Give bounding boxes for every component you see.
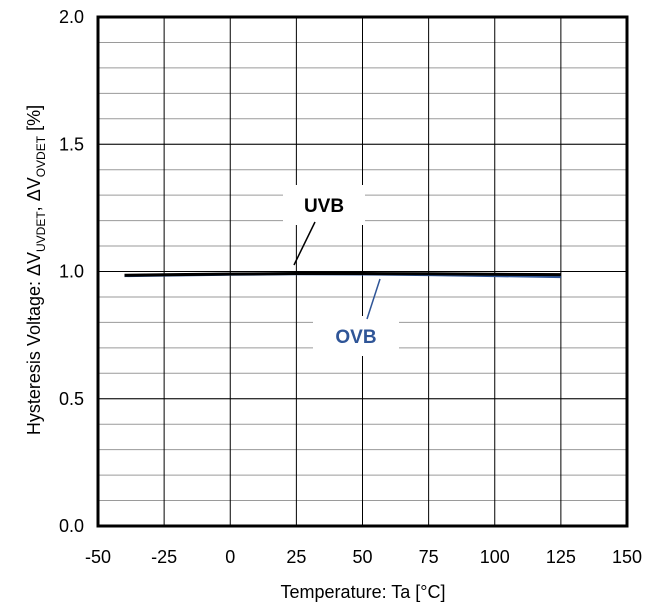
x-tick-label: 150 bbox=[612, 547, 642, 567]
y-axis-title-prefix: Hysteresis Voltage: ΔV bbox=[24, 252, 44, 435]
y-tick-label: 0.5 bbox=[59, 389, 84, 409]
y-tick-labels: 0.0 0.5 1.0 1.5 2.0 bbox=[59, 7, 84, 536]
x-tick-label: 100 bbox=[480, 547, 510, 567]
y-axis-title: Hysteresis Voltage: ΔVUVDET, ΔVOVDET [%] bbox=[24, 105, 48, 435]
series-line-uvb bbox=[124, 272, 561, 277]
x-tick-label: 0 bbox=[225, 547, 235, 567]
x-tick-label: -25 bbox=[151, 547, 177, 567]
x-axis-title: Temperature: Ta [°C] bbox=[281, 582, 446, 602]
annotation-uvb-label: UVB bbox=[304, 196, 344, 217]
annotation-ovb-box bbox=[313, 316, 399, 356]
y-axis-title-sub2: OVDET bbox=[34, 135, 48, 177]
x-tick-label: 25 bbox=[286, 547, 306, 567]
x-tick-label: -50 bbox=[85, 547, 111, 567]
y-axis-title-suffix: [%] bbox=[24, 105, 44, 136]
y-axis-title-mid: , ΔV bbox=[24, 177, 44, 211]
annotations: UVB OVB bbox=[283, 185, 399, 356]
x-tick-label: 75 bbox=[419, 547, 439, 567]
annotation-uvb-leader bbox=[293, 221, 316, 266]
y-tick-label: 1.5 bbox=[59, 134, 84, 154]
x-tick-label: 125 bbox=[546, 547, 576, 567]
plot-frame bbox=[96, 15, 629, 528]
x-tick-labels: -50 -25 0 25 50 75 100 125 150 bbox=[85, 547, 642, 567]
annotation-ovb-leader bbox=[366, 278, 381, 320]
y-tick-label: 2.0 bbox=[59, 7, 84, 27]
y-tick-label: 1.0 bbox=[59, 262, 84, 282]
series-layer bbox=[124, 272, 561, 279]
y-tick-label: 0.0 bbox=[59, 516, 84, 536]
annotation-ovb-label: OVB bbox=[335, 327, 376, 348]
x-tick-label: 50 bbox=[352, 547, 372, 567]
y-axis-title-sub1: UVDET bbox=[34, 211, 48, 252]
annotation-uvb-box bbox=[283, 185, 365, 225]
